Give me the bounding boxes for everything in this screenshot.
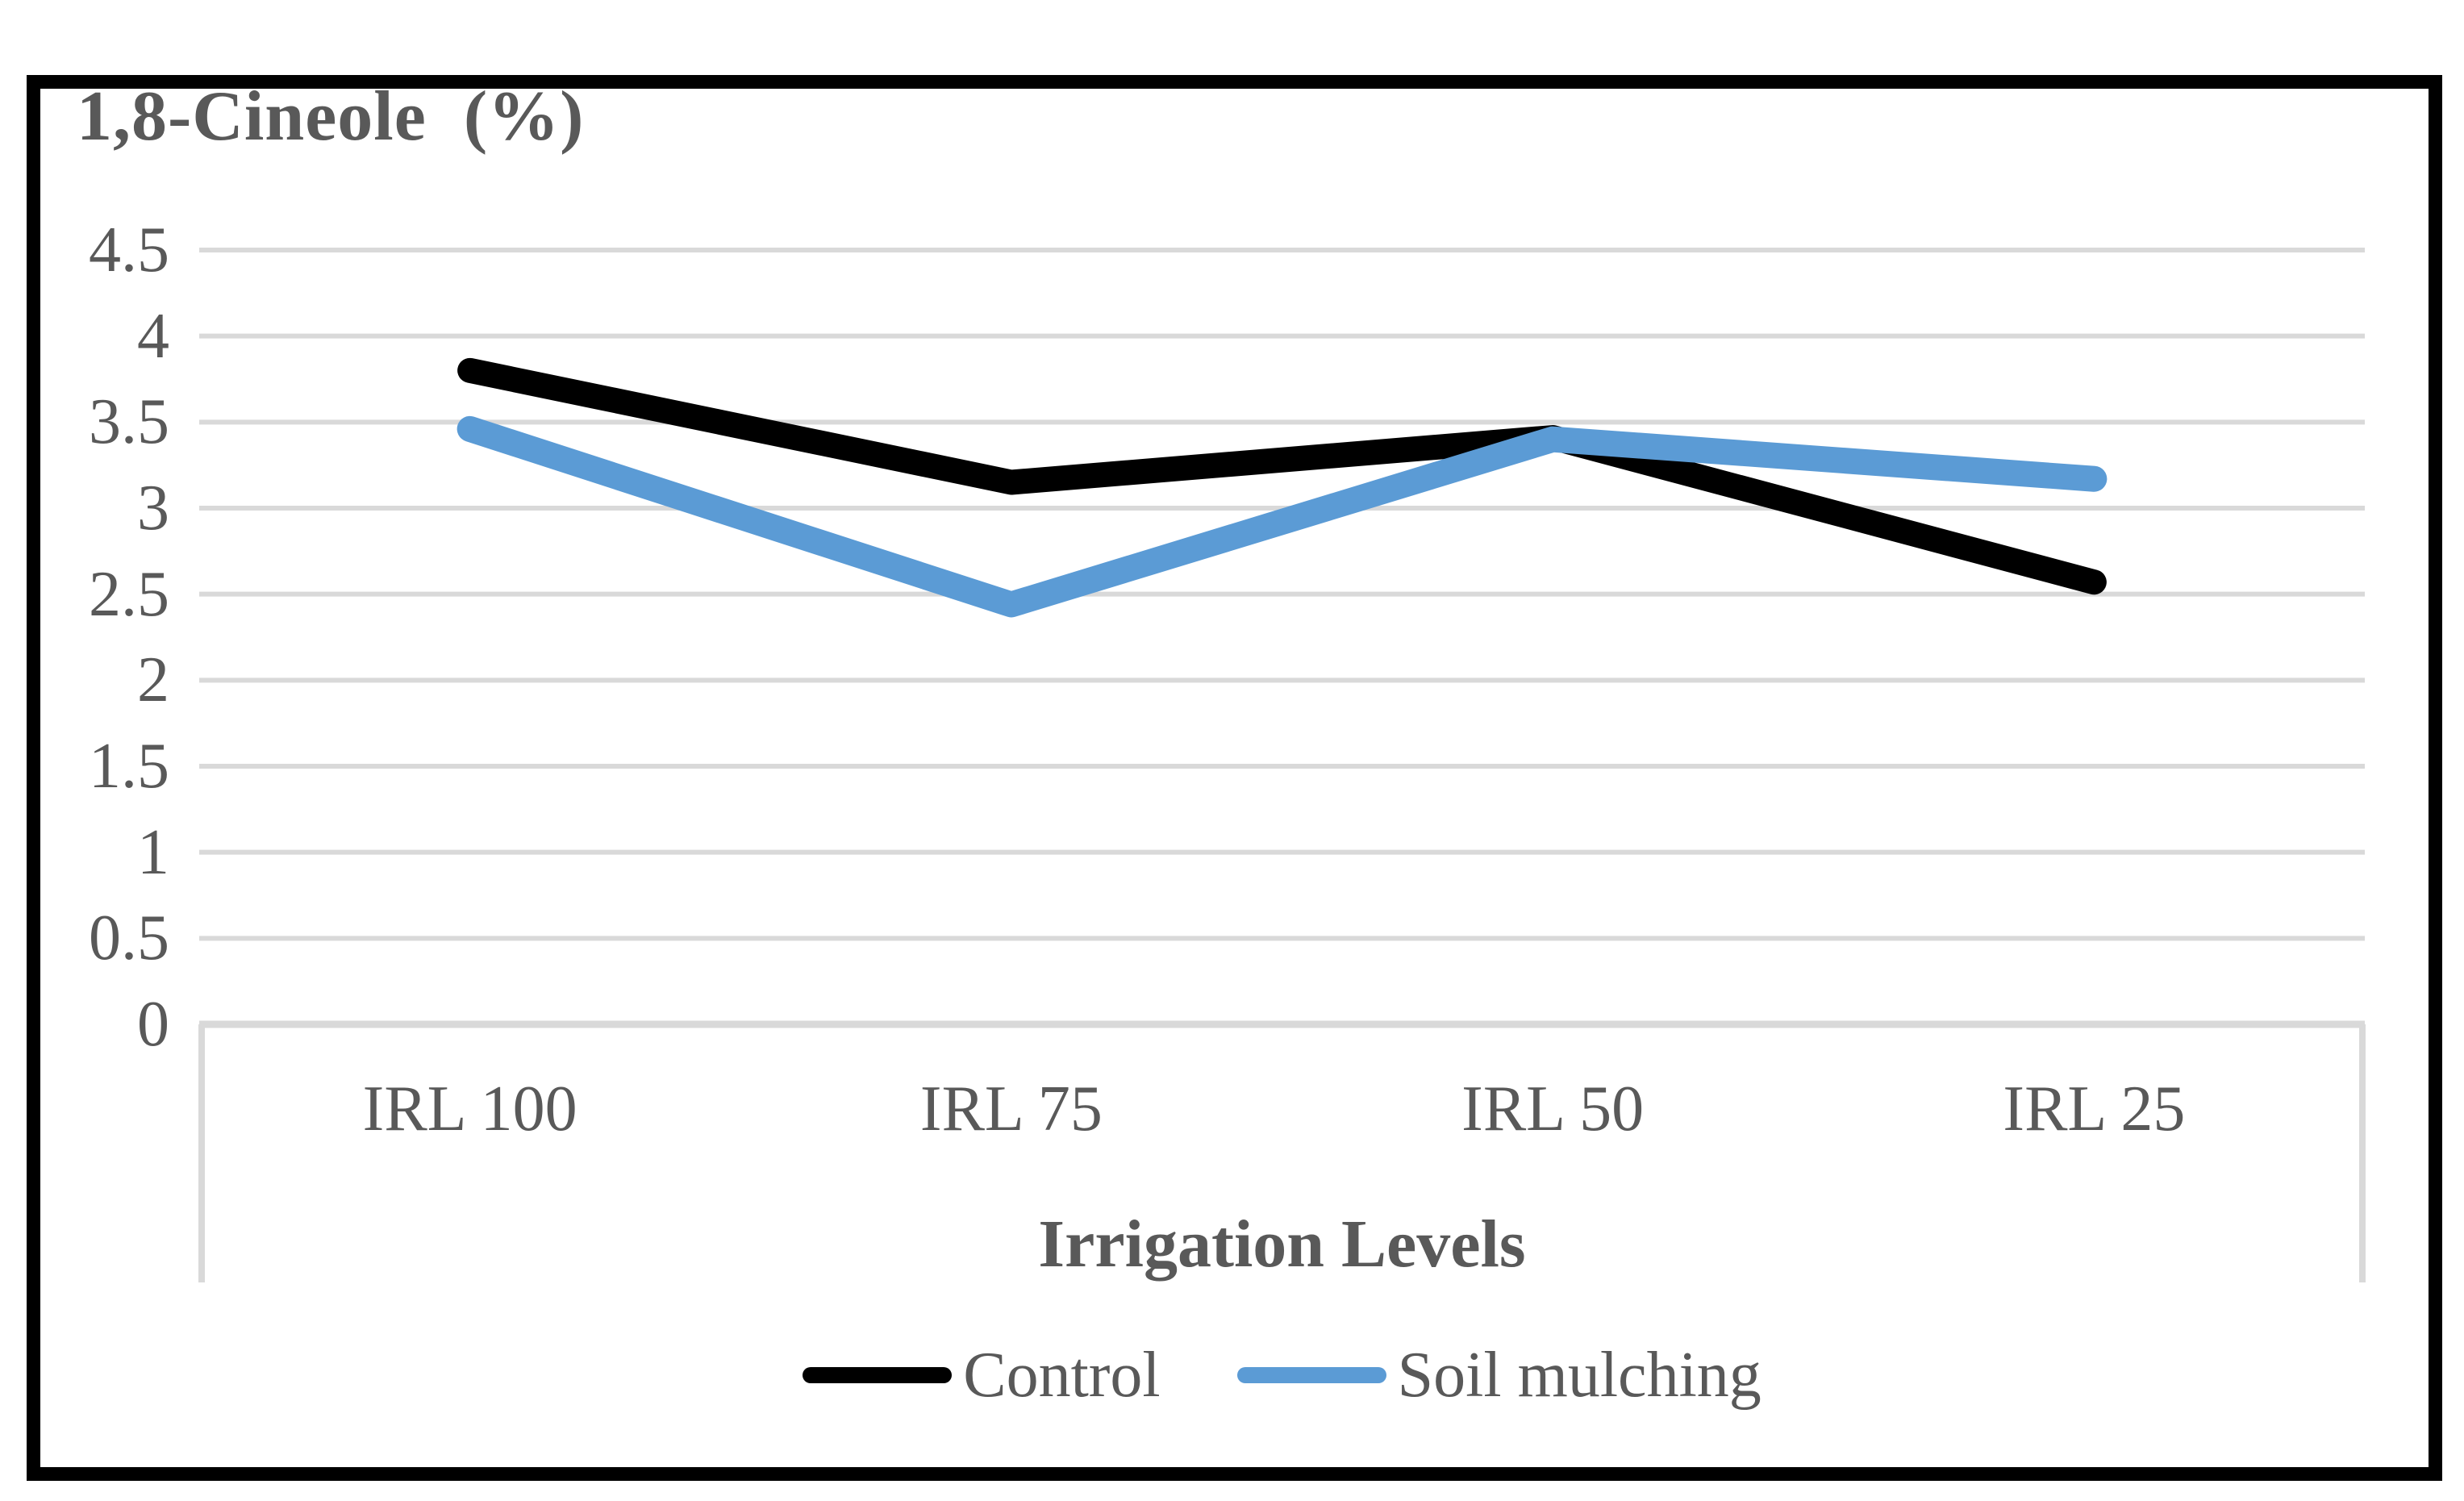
legend-label: Soil mulching <box>1397 1340 1761 1411</box>
chart-title: 1,8-Cineole (%) <box>77 77 585 156</box>
y-tick-label: 3 <box>137 473 169 544</box>
x-axis-title: Irrigation Levels <box>1038 1207 1526 1282</box>
legend-line-swatch <box>1236 1367 1386 1383</box>
legend-item-soil-mulching: Soil mulching <box>1236 1335 1761 1416</box>
legend-line-swatch <box>803 1367 953 1383</box>
legend-label: Control <box>963 1340 1161 1411</box>
x-tick-label: IRL 50 <box>1461 1074 1645 1145</box>
y-tick-label: 0.5 <box>89 903 169 974</box>
y-tick-label: 4.5 <box>89 215 169 286</box>
x-tick-label: IRL 75 <box>919 1074 1103 1145</box>
chart-border <box>27 75 2442 1481</box>
legend: Control Soil mulching <box>199 1335 2365 1416</box>
y-tick-label: 0 <box>137 989 169 1060</box>
y-tick-label: 3.5 <box>89 386 169 458</box>
y-tick-label: 4 <box>137 300 169 372</box>
legend-item-control: Control <box>803 1335 1161 1416</box>
x-tick-label: IRL 25 <box>2003 1074 2186 1145</box>
y-tick-label: 1 <box>137 816 169 888</box>
x-tick-label: IRL 100 <box>362 1074 577 1145</box>
y-tick-label: 2 <box>137 644 169 716</box>
y-tick-label: 2.5 <box>89 558 169 630</box>
y-tick-label: 1.5 <box>89 731 169 802</box>
